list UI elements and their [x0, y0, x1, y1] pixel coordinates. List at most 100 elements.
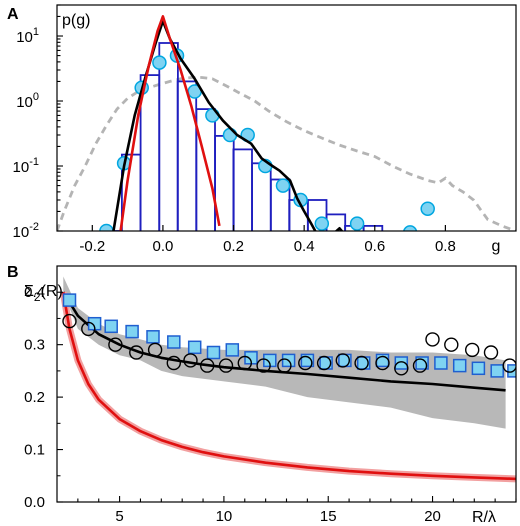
data-circle-23 [502, 358, 516, 373]
data-circle-22 [483, 345, 499, 360]
data-square-19 [434, 356, 448, 370]
y-tick-label-base: 10 [16, 29, 33, 46]
data-circle-11 [277, 358, 292, 373]
histogram-bar-2 [139, 74, 161, 231]
y-tick-label: 100 [16, 91, 39, 111]
x-tick-label: -0.2 [79, 238, 105, 255]
y-tick-label-base: 10 [13, 224, 30, 241]
data-point-13 [349, 216, 365, 231]
data-circle-21 [465, 342, 480, 358]
data-circle-2 [108, 337, 123, 352]
plot-area [59, 276, 516, 483]
data-square-2 [104, 319, 118, 334]
y-tick-label-exponent: 0 [33, 91, 39, 103]
histogram-bar-7 [232, 148, 253, 231]
data-square-12 [300, 353, 315, 368]
y-tick-label-exponent: -1 [29, 156, 39, 168]
data-circle-0 [62, 313, 77, 329]
panel-b: 5 10 15 20 0.0 0.1 0.2 0.3 0.4 BΣ2(R) R/λ [7, 264, 517, 526]
data-square-7 [206, 345, 221, 360]
data-square-5 [167, 335, 181, 349]
x-tick-label: 0.4 [294, 238, 315, 255]
x-tick-label: 15 [320, 508, 337, 525]
uncertainty-band [63, 276, 506, 429]
data-point-7 [222, 127, 238, 143]
y-tick-label: 10-1 [13, 156, 39, 176]
plot-frame [56, 4, 517, 232]
data-circle-10 [256, 358, 271, 373]
data-square-6 [187, 340, 202, 355]
data-circle-5 [166, 355, 182, 371]
data-square-22 [490, 364, 504, 378]
data-circle-4 [147, 342, 163, 358]
data-square-18 [415, 356, 429, 370]
data-circle-12 [298, 355, 313, 371]
data-square-21 [471, 361, 486, 376]
y-tick-label-exponent: 1 [33, 26, 39, 38]
y-axis-label-main: Σ [24, 283, 34, 300]
x-tick-label: 0.2 [223, 238, 244, 255]
data-circle-1 [81, 321, 96, 337]
y-tick-label-exponent: -2 [29, 221, 39, 233]
panel-letter-b: B [7, 264, 19, 281]
series-line-1 [62, 291, 516, 481]
y-tick-label: 0.1 [24, 442, 45, 459]
x-tick-label: 20 [424, 508, 441, 525]
data-point-15 [420, 201, 435, 216]
histogram-bar-4 [176, 80, 198, 231]
y-tick-label: 0.2 [24, 389, 45, 406]
data-square-8 [225, 343, 240, 357]
series-dashed-line [57, 76, 516, 231]
data-circle-18 [412, 358, 428, 373]
data-point-10 [275, 178, 291, 193]
data-square-23 [507, 364, 516, 378]
y-tick-label: 0.0 [24, 494, 45, 511]
data-circle-19 [425, 332, 440, 347]
series-line-0 [112, 19, 344, 231]
data-circle-8 [218, 358, 234, 373]
data-square-0 [62, 293, 77, 307]
data-circle-16 [375, 355, 390, 371]
y-axis-label-tail: (R) [41, 283, 63, 300]
x-axis-label: g [492, 238, 501, 255]
histogram-bar-5 [195, 108, 216, 231]
histogram-bar-12 [325, 213, 347, 231]
panel-letter-a: A [7, 6, 19, 23]
x-tick-label: 0.0 [152, 238, 173, 255]
y-axis-label: p(g) [62, 12, 90, 29]
data-point-3 [152, 55, 167, 70]
data-point-12 [314, 216, 330, 231]
data-point-0 [99, 223, 114, 231]
data-square-3 [125, 324, 139, 339]
x-axis-label: R/λ [472, 509, 496, 526]
x-tick-label: 5 [115, 508, 123, 525]
data-circle-17 [394, 361, 409, 376]
data-point-14 [402, 225, 418, 231]
y-tick-label: 0.3 [24, 337, 45, 354]
data-circle-3 [129, 345, 144, 360]
data-circle-9 [237, 355, 253, 371]
plot-area [57, 15, 516, 231]
data-circle-14 [335, 353, 350, 368]
data-circle-13 [316, 355, 332, 371]
data-square-4 [146, 330, 160, 344]
data-square-17 [394, 356, 409, 370]
x-tick-label: 10 [216, 508, 233, 525]
data-square-20 [452, 358, 467, 373]
y-axis-label-sub: 2 [34, 290, 41, 304]
y-tick-label: 10-2 [13, 221, 39, 241]
series-line-1 [119, 15, 221, 231]
y-tick-label-base: 10 [16, 94, 33, 111]
y-tick-label: 101 [16, 26, 39, 46]
y-tick-label: 0.4 [24, 284, 45, 301]
histogram-bar-3 [158, 42, 179, 231]
data-circle-7 [199, 358, 215, 373]
histogram-bar-8 [251, 162, 272, 231]
x-tick-label: 0.6 [364, 238, 385, 255]
data-circle-20 [444, 337, 459, 352]
data-circle-6 [183, 353, 198, 368]
histogram-bar-0 [102, 230, 123, 231]
x-tick-label: 0.8 [435, 238, 456, 255]
